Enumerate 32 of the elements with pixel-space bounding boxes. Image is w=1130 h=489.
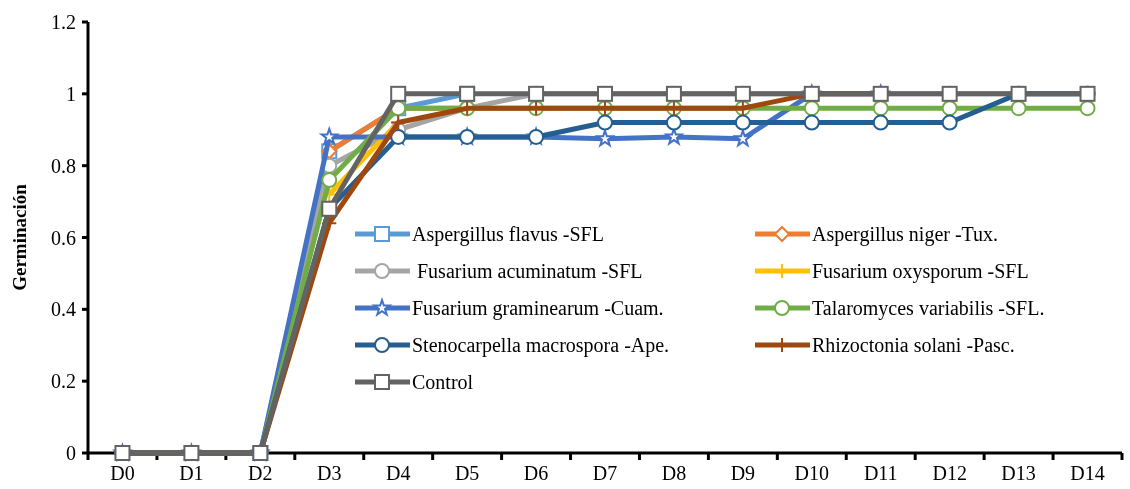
legend-label: Control [412,371,474,393]
legend-label: Talaromyces variabilis -SFL. [812,297,1045,320]
legend-label: Fusarium acuminatum -SFL [412,260,643,282]
x-tick-label: D14 [1070,462,1105,484]
x-tick-label: D6 [523,462,549,484]
x-tick-label: D12 [932,462,967,484]
x-tick-label: D3 [317,462,342,484]
y-axis-title: Germinación [9,183,30,291]
x-tick-label: D7 [592,462,618,484]
legend-label: Stenocarpella macrospora -Ape. [412,334,670,357]
y-tick-label: 0.8 [51,154,76,177]
x-tick-label: D2 [248,462,273,484]
y-tick-label: 0.4 [51,298,76,321]
legend-label: Fusarium graminearum -Cuam. [412,297,664,320]
y-tick-label: 0.2 [51,370,76,393]
y-tick-label: 1 [66,82,76,105]
x-tick-label: D5 [454,462,480,484]
legend-label: Aspergillus flavus -SFL [412,223,604,246]
x-tick-label: D4 [385,462,411,484]
x-tick-label: D8 [661,462,687,484]
x-tick-label: D13 [1001,462,1036,484]
x-tick-label: D11 [863,462,898,484]
y-tick-label: 0 [66,442,76,464]
legend-label: Aspergillus niger -Tux. [812,223,999,246]
x-tick-label: D9 [730,462,756,484]
x-tick-label: D1 [179,462,204,484]
x-tick-label: D10 [794,462,830,484]
y-tick-label: 0.6 [51,226,76,249]
y-tick-label: 1.2 [51,11,76,33]
legend-label: Rhizoctonia solani -Pasc. [812,334,1015,356]
x-tick-label: D0 [110,462,135,484]
legend-label: Fusarium oxysporum -SFL [812,260,1029,283]
